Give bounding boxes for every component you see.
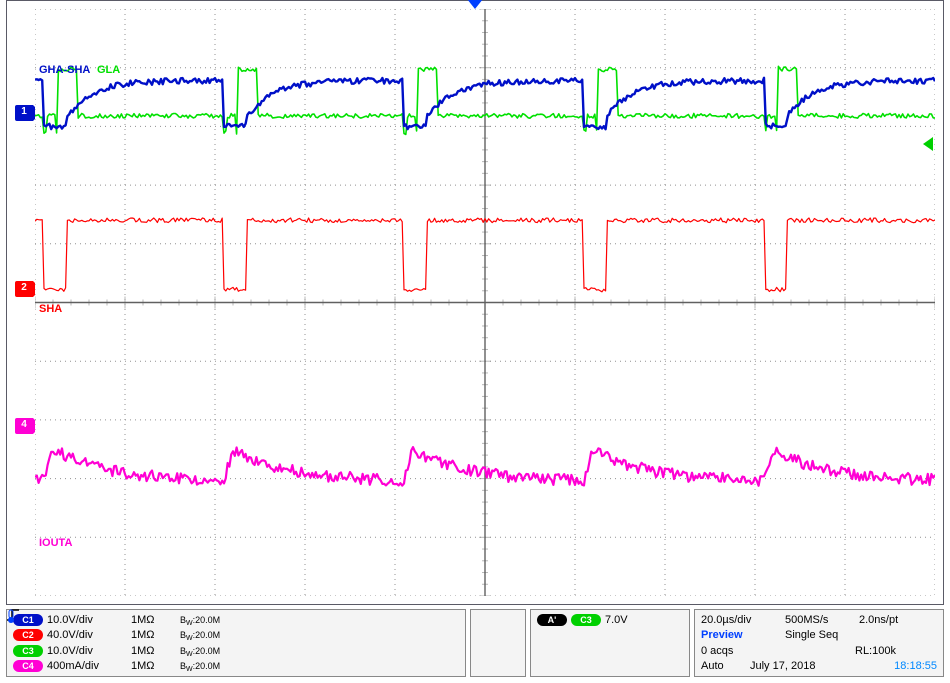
ch4-pill: C4 [13, 660, 43, 672]
ch3-label: GLA [97, 64, 120, 76]
ch1-scale: 10.0V/div [47, 614, 127, 626]
thermometer-icon [6, 609, 16, 623]
trigger-level-indicator [923, 137, 933, 151]
ch2-scale: 40.0V/div [47, 629, 127, 641]
timebase-panel: 20.0µs/div 500MS/s 2.0ns/pt Preview Sing… [694, 609, 944, 677]
acq-mode-b: Single Seq [785, 629, 937, 641]
acq-count: 0 acqs [701, 645, 851, 657]
ch4-label: IOUTA [39, 537, 72, 549]
trigger-position-indicator [467, 0, 483, 9]
ch3-bw: BW:20.0M [180, 646, 220, 656]
sample-res: 2.0ns/pt [859, 614, 898, 626]
time-row-2: Preview Single Seq [701, 628, 937, 643]
spacer-panel [470, 609, 526, 677]
time-row-3: 0 acqs RL:100k [701, 643, 937, 658]
trigger-readout-panel: A' C3 7.0V [530, 609, 690, 677]
ch3-readout: C3 10.0V/div 1MΩ BW:20.0M [13, 643, 459, 658]
ch1-label: GHA-SHA [39, 64, 90, 76]
oscilloscope-screenshot: 1 2 4 GHA-SHA GLA SHA IOUTA C1 10.0V/div… [0, 0, 950, 683]
trig-source-pill: C3 [571, 614, 601, 626]
acq-mode-a: Preview [701, 629, 781, 641]
ch3-scale: 10.0V/div [47, 645, 127, 657]
ch4-scale: 400mA/div [47, 660, 127, 672]
ch2-imp: 1MΩ [131, 629, 176, 641]
trigger-readout: A' C3 7.0V [537, 612, 628, 627]
readout-bar: C1 10.0V/div 1MΩ BW:20.0M C2 40.0V/div 1… [6, 609, 944, 677]
run-mode: Auto [701, 660, 746, 672]
time-row-1: 20.0µs/div 500MS/s 2.0ns/pt [701, 612, 937, 627]
channel-readout-panel: C1 10.0V/div 1MΩ BW:20.0M C2 40.0V/div 1… [6, 609, 466, 677]
ch2-label: SHA [39, 303, 62, 315]
ch1-imp: 1MΩ [131, 614, 176, 626]
plot-area: GHA-SHA GLA SHA IOUTA [35, 9, 935, 596]
acq-time: 18:18:55 [894, 660, 937, 672]
ch4-baseline-marker: 4 [15, 418, 33, 434]
waveforms [35, 9, 935, 596]
record-length: RL:100k [855, 645, 896, 657]
sample-rate: 500MS/s [785, 614, 855, 626]
ch3-pill: C3 [13, 645, 43, 657]
time-per-div: 20.0µs/div [701, 614, 781, 626]
ch4-bw: BW:20.0M [180, 661, 220, 671]
ch2-baseline-marker: 2 [15, 281, 33, 297]
scope-frame: 1 2 4 GHA-SHA GLA SHA IOUTA [6, 0, 944, 605]
ch4-imp: 1MΩ [131, 660, 176, 672]
ch2-pill: C2 [13, 629, 43, 641]
trig-level: 7.0V [605, 614, 628, 626]
trig-autoset-pill: A' [537, 614, 567, 626]
ch4-readout: C4 400mA/div 1MΩ BW:20.0M [13, 659, 459, 674]
acq-date: July 17, 2018 [750, 660, 890, 672]
ch3-imp: 1MΩ [131, 645, 176, 657]
ch1-readout: C1 10.0V/div 1MΩ BW:20.0M [13, 612, 459, 627]
ch1-bw: BW:20.0M [180, 615, 220, 625]
ch2-readout: C2 40.0V/div 1MΩ BW:20.0M [13, 628, 459, 643]
time-row-4: Auto July 17, 2018 18:18:55 [701, 659, 937, 674]
ch2-bw: BW:20.0M [180, 630, 220, 640]
ch1-baseline-marker: 1 [15, 105, 33, 121]
